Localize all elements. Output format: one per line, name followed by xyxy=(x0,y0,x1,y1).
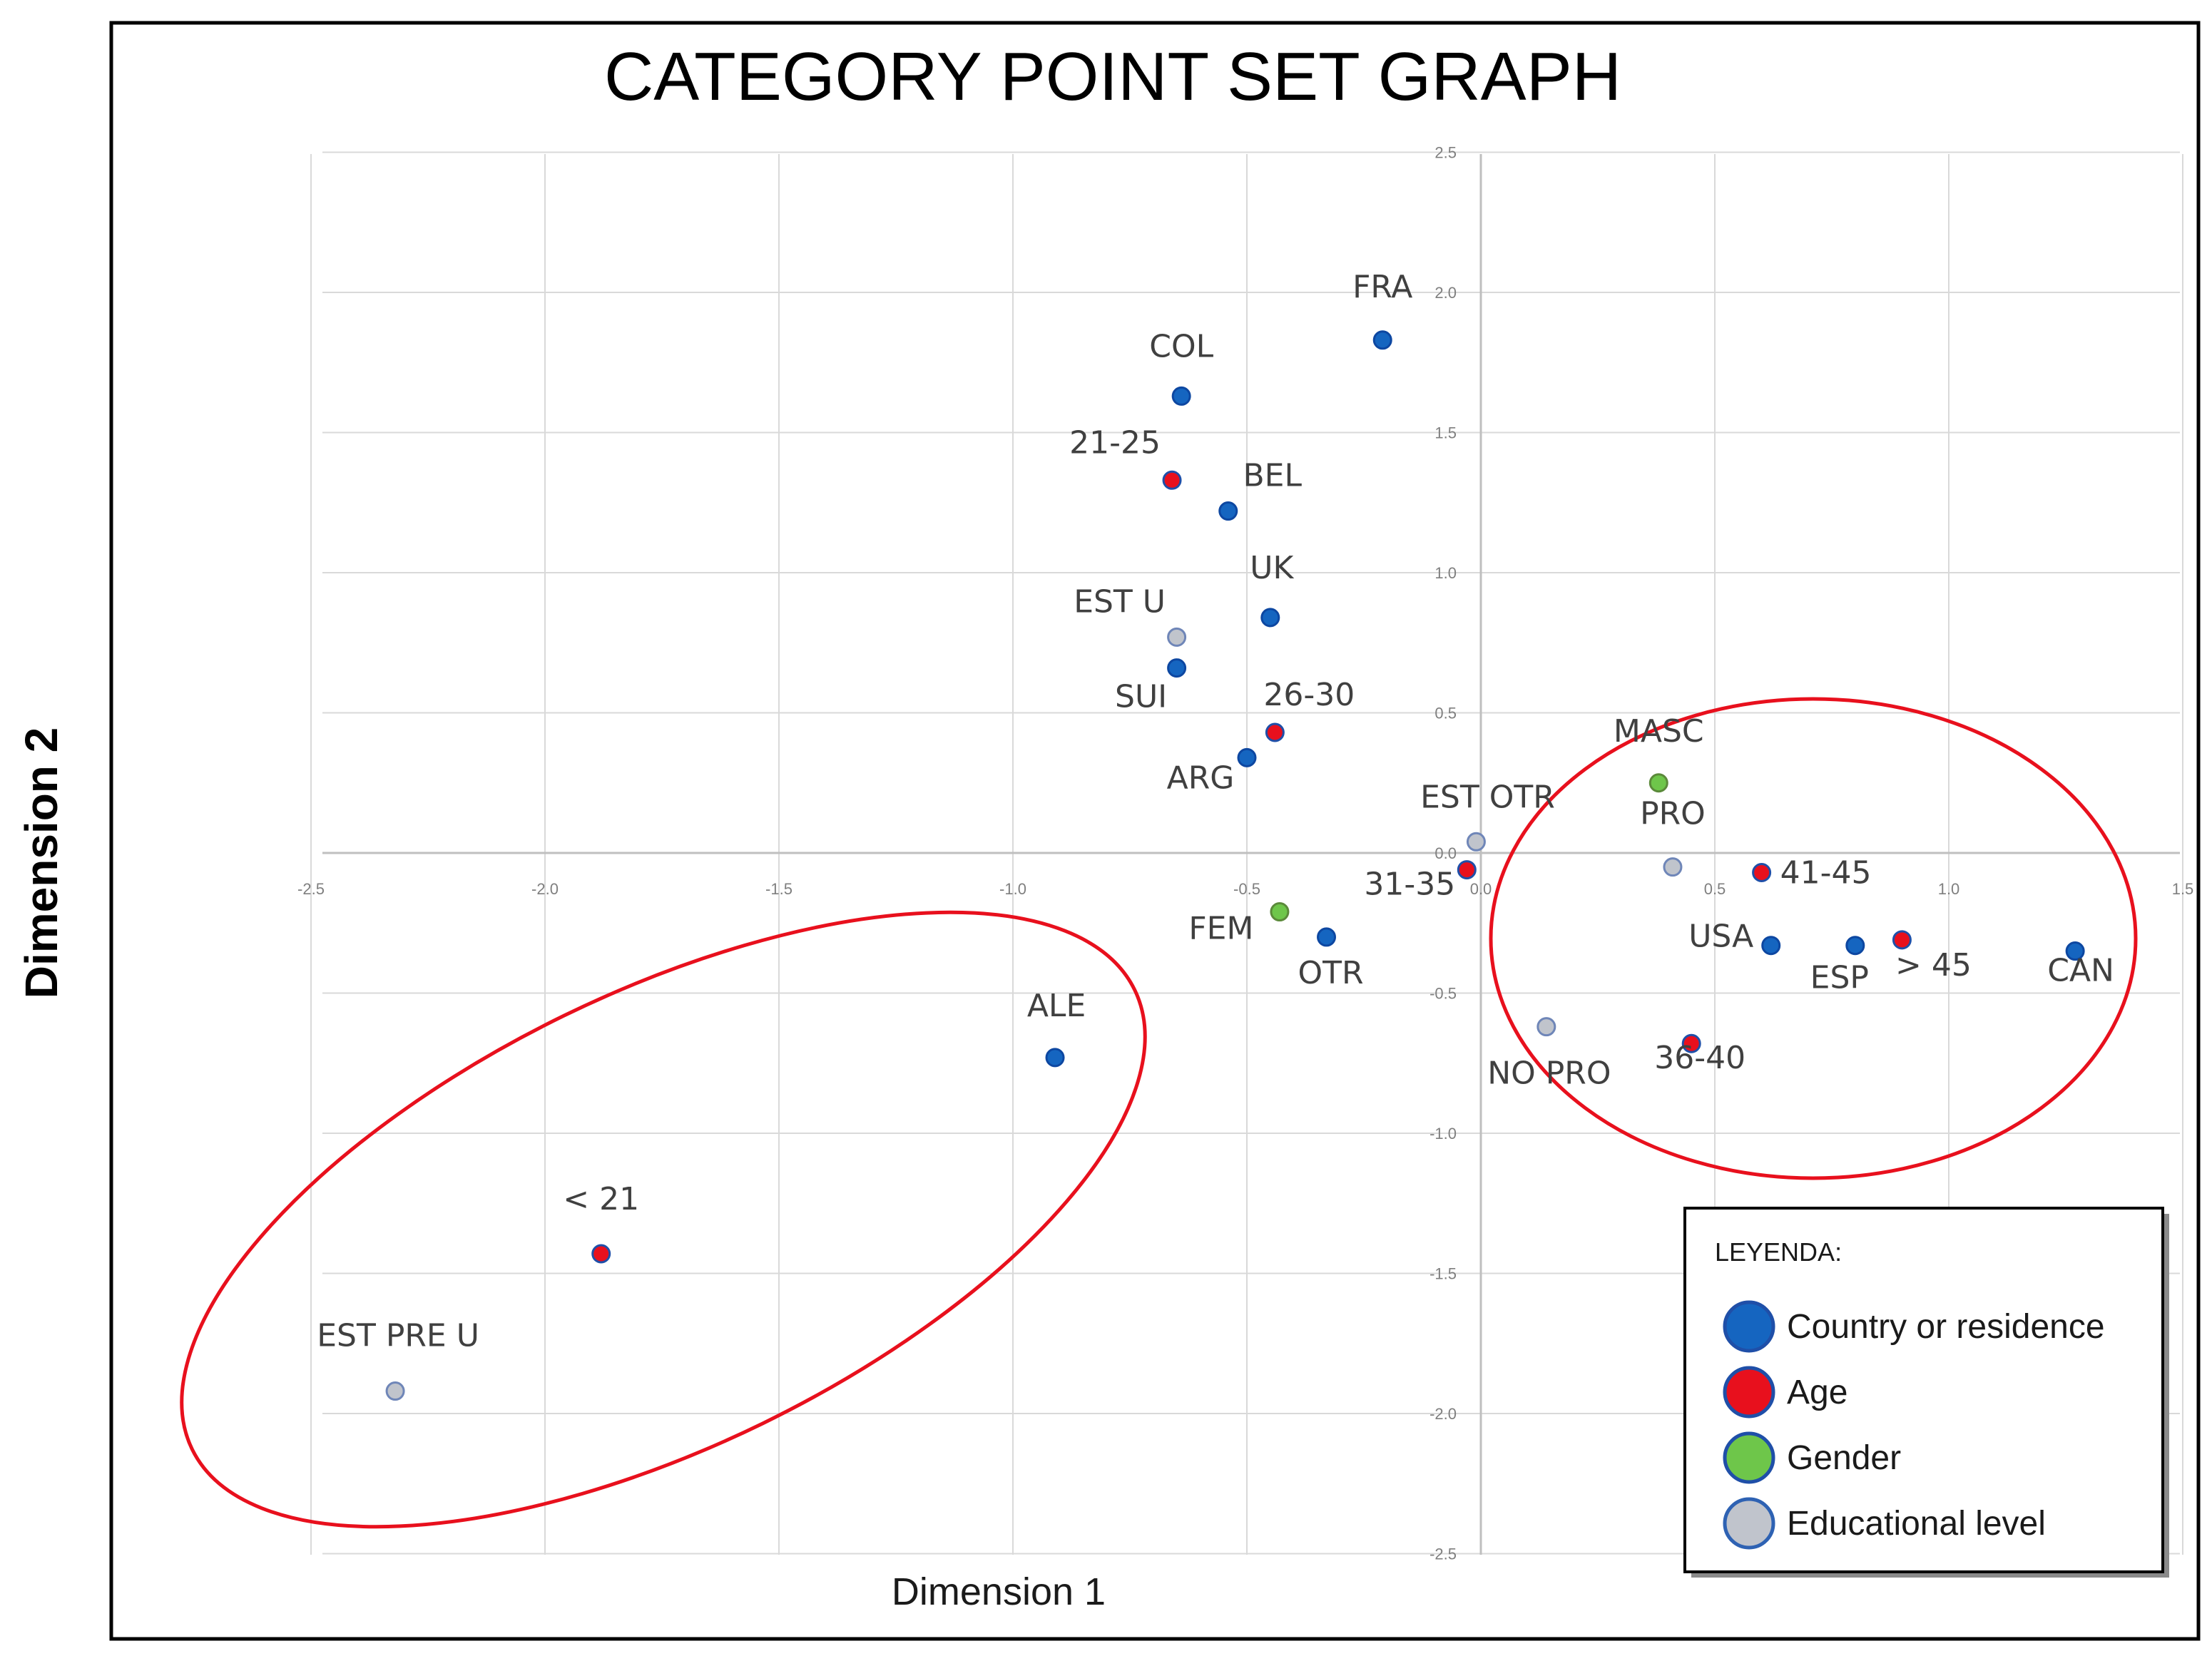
y-tick-label: 2.5 xyxy=(1434,144,1457,162)
point-label-45: > 45 xyxy=(1895,947,1972,983)
data-point-fem xyxy=(1270,902,1290,922)
legend-marker-country-or-residence xyxy=(1723,1300,1775,1353)
data-point-pro xyxy=(1663,857,1683,877)
point-label-26-30: 26-30 xyxy=(1263,677,1355,713)
cluster-ellipses xyxy=(180,697,2138,1529)
y-tick-label: 0.5 xyxy=(1434,705,1457,722)
data-point-usa xyxy=(1761,936,1781,956)
data-point-41-45 xyxy=(1752,863,1772,883)
data-point-est-otr xyxy=(1466,832,1486,852)
x-axis-label: Dimension 1 xyxy=(892,1570,1106,1613)
data-point-esp xyxy=(1845,936,1865,956)
point-label-masc: MASC xyxy=(1614,713,1704,750)
point-label-21: < 21 xyxy=(563,1181,639,1217)
chart-title: CATEGORY POINT SET GRAPH xyxy=(604,39,1621,115)
point-label-21-25: 21-25 xyxy=(1069,424,1161,461)
right-cluster-ellipse xyxy=(1489,697,2138,1180)
legend-marker-age xyxy=(1723,1366,1775,1419)
y-tick-label: -1.5 xyxy=(1429,1265,1457,1283)
data-point-fra xyxy=(1372,330,1392,350)
data-point-uk xyxy=(1260,608,1280,628)
point-label-fem: FEM xyxy=(1188,911,1253,947)
x-tick-label: -1.5 xyxy=(765,880,792,898)
data-point-sui xyxy=(1167,658,1187,678)
legend-title: LEYENDA: xyxy=(1715,1237,1842,1267)
legend-marker-educational-level xyxy=(1723,1497,1775,1550)
point-label-sui: SUI xyxy=(1115,679,1167,715)
data-point-ale xyxy=(1045,1048,1065,1068)
point-label-36-40: 36-40 xyxy=(1654,1040,1745,1076)
data-point-21-25 xyxy=(1162,470,1182,490)
data-point-no-pro xyxy=(1536,1017,1556,1037)
data-point-bel xyxy=(1218,501,1238,521)
point-label-can: CAN xyxy=(2047,953,2114,989)
data-point-36-40 xyxy=(1681,1033,1701,1053)
x-tick-label: -2.5 xyxy=(297,880,325,898)
series-gender: MASC FEM xyxy=(1188,713,1703,947)
point-label-bel: BEL xyxy=(1243,458,1303,494)
data-point-arg xyxy=(1237,747,1257,767)
series-age: 21-25 26-30 31-35 41-45 > 45 36-40 < 21 xyxy=(563,424,1972,1264)
point-label-41-45: 41-45 xyxy=(1780,855,1872,891)
axes xyxy=(322,154,2180,1555)
data-point-otr xyxy=(1317,927,1337,947)
legend-label-educational-level: Educational level xyxy=(1787,1505,2046,1543)
point-label-arg: ARG xyxy=(1167,760,1235,796)
data-point-31-35 xyxy=(1457,860,1477,880)
data-point-col xyxy=(1171,386,1191,406)
point-label-no-pro: NO PRO xyxy=(1487,1056,1611,1092)
data-point-est-u xyxy=(1167,627,1187,647)
legend: LEYENDA: Country or residence Age Gender Ed… xyxy=(1683,1207,2169,1578)
point-label-est-u: EST U xyxy=(1074,583,1166,620)
data-point-est-pre-u xyxy=(385,1381,405,1401)
y-tick-label: -2.0 xyxy=(1429,1405,1457,1423)
data-point-26-30 xyxy=(1265,722,1285,742)
point-label-otr: OTR xyxy=(1298,955,1363,991)
y-tick-label: 0.0 xyxy=(1434,844,1457,862)
legend-label-country-or-residence: Country or residence xyxy=(1787,1308,2105,1346)
data-point-21 xyxy=(591,1244,611,1264)
series-educational-level: EST U EST OTR PRO NO PRO EST PRE U xyxy=(317,583,1706,1401)
data-point-masc xyxy=(1648,773,1668,793)
y-axis-label: Dimension 2 xyxy=(16,727,67,999)
tick-labels: -2.5 -2.0 -1.5 -1.0 -0.5 0.0 0.5 1.0 1.5 2.5 2.0 1.… xyxy=(297,144,2193,1563)
legend-marker-gender xyxy=(1723,1431,1775,1484)
point-label-col: COL xyxy=(1149,328,1213,364)
x-tick-label: 0.0 xyxy=(1470,880,1492,898)
y-tick-label: -2.5 xyxy=(1429,1545,1457,1563)
x-tick-label: 1.5 xyxy=(2172,880,2194,898)
point-label-pro: PRO xyxy=(1640,796,1706,832)
legend-entries: Country or residence Age Gender Educational… xyxy=(1723,1300,2105,1550)
y-tick-label: 2.0 xyxy=(1434,284,1457,302)
left-cluster-ellipse xyxy=(180,910,1147,1529)
series-country-or-residence: FRA COL BEL UK SUI ARG OTR ALE USA ESP CAN xyxy=(1027,269,2114,1068)
x-tick-label: 1.0 xyxy=(1938,880,1960,898)
x-tick-label: -2.0 xyxy=(531,880,559,898)
point-label-est-pre-u: EST PRE U xyxy=(317,1318,479,1354)
point-label-31-35: 31-35 xyxy=(1364,867,1455,903)
y-tick-label: -1.0 xyxy=(1429,1125,1457,1143)
point-label-fra: FRA xyxy=(1352,269,1412,305)
y-tick-label: -0.5 xyxy=(1429,985,1457,1003)
legend-label-age: Age xyxy=(1787,1374,1847,1411)
legend-label-gender: Gender xyxy=(1787,1439,1901,1477)
point-label-ale: ALE xyxy=(1027,988,1086,1024)
x-tick-label: -1.0 xyxy=(999,880,1026,898)
x-tick-label: 0.5 xyxy=(1704,880,1726,898)
data-point-can xyxy=(2065,941,2085,961)
x-tick-label: -0.5 xyxy=(1233,880,1260,898)
point-label-uk: UK xyxy=(1250,550,1294,586)
data-point-45 xyxy=(1892,930,1912,950)
point-label-est-otr: EST OTR xyxy=(1420,779,1555,815)
y-tick-label: 1.5 xyxy=(1434,424,1457,442)
point-label-esp: ESP xyxy=(1810,960,1869,996)
y-tick-label: 1.0 xyxy=(1434,564,1457,582)
data-points: FRA COL BEL UK SUI ARG OTR ALE USA ESP CAN 21-25 26-… xyxy=(317,269,2114,1401)
point-label-usa: USA xyxy=(1688,919,1753,955)
